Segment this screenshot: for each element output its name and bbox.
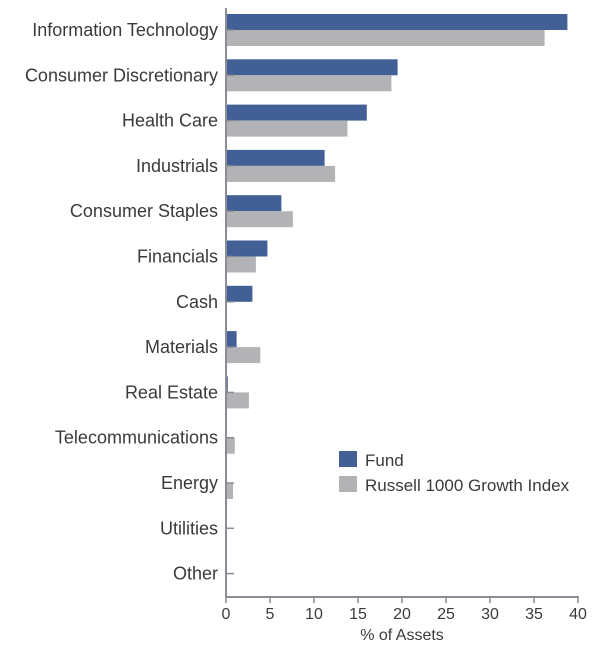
legend-swatch-russell-1000-growth-index (339, 476, 357, 492)
bar-russell-1000-growth-index-energy (226, 483, 233, 499)
bar-fund-information-technology (226, 14, 568, 30)
bar-fund-industrials (226, 149, 325, 166)
x-tick-label-40: 40 (569, 606, 587, 623)
category-label-other: Other (173, 564, 218, 584)
bar-russell-1000-growth-index-telecommunications (226, 437, 235, 454)
bar-fund-financials (226, 240, 268, 257)
x-tick-label-25: 25 (437, 606, 455, 623)
category-label-consumer-staples: Consumer Staples (70, 201, 218, 221)
x-axis-title: % of Assets (360, 627, 444, 644)
x-tick-label-15: 15 (349, 606, 367, 623)
bar-fund-cash (226, 285, 253, 302)
x-tick-label-10: 10 (305, 606, 323, 623)
category-label-telecommunications: Telecommunications (55, 428, 218, 448)
bar-russell-1000-growth-index-industrials (226, 165, 336, 182)
category-label-health-care: Health Care (122, 111, 218, 131)
category-label-energy: Energy (161, 473, 218, 493)
bar-russell-1000-growth-index-health-care (226, 120, 348, 137)
bar-russell-1000-growth-index-financials (226, 256, 256, 273)
bar-fund-consumer-discretionary (226, 59, 398, 76)
legend-swatch-fund (339, 451, 357, 467)
x-tick-label-35: 35 (525, 606, 543, 623)
category-label-consumer-discretionary: Consumer Discretionary (25, 65, 218, 85)
bar-fund-consumer-staples (226, 195, 282, 212)
legend-label-russell-1000-growth-index: Russell 1000 Growth Index (365, 476, 570, 495)
x-tick-label-5: 5 (266, 606, 275, 623)
category-label-information-technology: Information Technology (32, 20, 218, 40)
bar-russell-1000-growth-index-real-estate (226, 392, 249, 409)
legend: Fund Russell 1000 Growth Index (339, 451, 570, 495)
category-label-industrials: Industrials (136, 156, 218, 176)
category-label-materials: Materials (145, 337, 218, 357)
category-label-cash: Cash (176, 292, 218, 312)
bar-russell-1000-growth-index-consumer-discretionary (226, 75, 392, 92)
x-tick-label-20: 20 (393, 606, 411, 623)
bar-russell-1000-growth-index-information-technology (226, 30, 545, 46)
legend-label-fund: Fund (365, 451, 404, 470)
bar-russell-1000-growth-index-consumer-staples (226, 211, 293, 228)
category-label-real-estate: Real Estate (125, 382, 218, 402)
bar-russell-1000-growth-index-materials (226, 347, 261, 364)
x-tick-label-30: 30 (481, 606, 499, 623)
bar-fund-health-care (226, 104, 367, 121)
x-tick-label-0: 0 (222, 606, 231, 623)
category-label-utilities: Utilities (160, 518, 218, 538)
category-label-financials: Financials (137, 247, 218, 267)
bar-fund-materials (226, 331, 237, 348)
